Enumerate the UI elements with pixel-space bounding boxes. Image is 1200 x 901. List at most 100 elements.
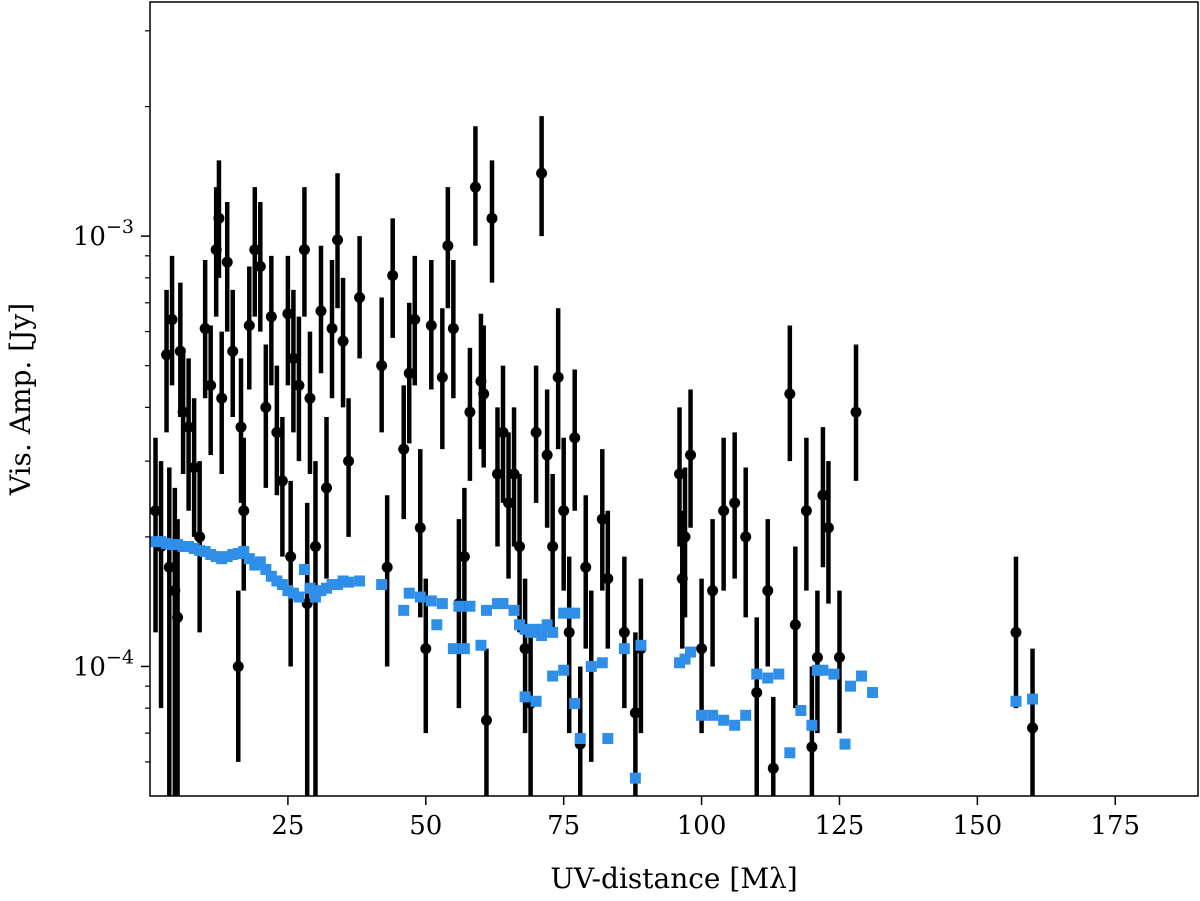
x-tick-label: 25 [271, 811, 304, 841]
data-point-blue [547, 670, 559, 682]
data-point-black [822, 522, 834, 534]
data-point-blue [817, 664, 829, 676]
data-point-blue [332, 579, 344, 591]
data-point-blue [398, 604, 410, 616]
data-point-black [376, 360, 388, 372]
data-point-blue [232, 548, 244, 560]
data-point-black [174, 345, 186, 357]
data-point-black [216, 392, 228, 404]
data-point-black [547, 541, 559, 553]
y-tick-label: 10−4 [73, 646, 134, 682]
data-point-black [563, 626, 575, 638]
data-point-black [293, 379, 305, 391]
data-point-blue [271, 575, 283, 587]
data-point-blue [1010, 695, 1022, 707]
data-point-blue [210, 551, 222, 563]
data-point-black [800, 505, 812, 517]
data-point-black [442, 240, 454, 252]
data-point-blue [354, 575, 366, 587]
data-point-blue [558, 664, 570, 676]
x-axis-label: UV-distance [Mλ] [550, 862, 797, 895]
data-point-blue [155, 536, 167, 548]
axes-layer: 25 50 75 100 125 150 175 10−4 10−3 [73, 30, 1140, 841]
data-point-blue [718, 714, 730, 726]
data-point-black [536, 167, 548, 179]
data-point-black [464, 406, 476, 418]
data-point-black [696, 643, 708, 655]
x-tick-label: 175 [1090, 811, 1140, 841]
data-point-blue [541, 619, 553, 631]
data-point-blue [188, 542, 200, 554]
data-point-blue [811, 664, 823, 676]
data-point-blue [751, 668, 763, 680]
data-point-blue [293, 591, 305, 603]
data-point-black [685, 449, 697, 461]
data-point-blue [298, 564, 310, 576]
data-point-black [707, 585, 719, 597]
data-point-black [177, 406, 189, 418]
data-point-black [166, 314, 178, 326]
data-point-blue [696, 709, 708, 721]
data-point-blue [249, 559, 261, 571]
data-point-blue [436, 598, 448, 610]
data-point-blue [458, 643, 470, 655]
data-point-black [199, 323, 211, 335]
data-point-black [161, 349, 173, 361]
data-point-black [811, 651, 823, 663]
data-point-black [1010, 626, 1022, 638]
data-point-black [243, 319, 255, 331]
data-point-black [254, 261, 266, 273]
data-point-black [751, 686, 763, 698]
data-point-black [486, 212, 498, 224]
data-point-blue [150, 536, 162, 548]
data-point-black [478, 388, 490, 400]
data-point-black [503, 497, 515, 509]
data-point-blue [480, 604, 492, 616]
data-point-black [227, 345, 239, 357]
data-point-black [232, 660, 244, 672]
data-point-blue [740, 709, 752, 721]
data-point-black [436, 371, 448, 383]
data-point-blue [376, 579, 388, 591]
data-point-black [276, 475, 288, 487]
data-point-black [150, 505, 162, 517]
data-point-black [596, 513, 608, 525]
data-point-blue [828, 668, 840, 680]
data-point-blue [265, 570, 277, 582]
data-point-black [497, 426, 509, 438]
data-point-blue [806, 719, 818, 731]
data-point-black [321, 482, 333, 494]
y-tick-label: 10−3 [73, 216, 134, 252]
data-point-black [541, 449, 553, 461]
data-point-blue [287, 587, 299, 599]
data-point-blue [558, 607, 570, 619]
data-point-black [398, 443, 410, 455]
data-point-black [784, 388, 796, 400]
data-point-blue [574, 733, 586, 745]
data-point-black [618, 626, 630, 638]
data-point-black [249, 244, 261, 256]
data-point-black [381, 561, 393, 573]
data-point-blue [674, 657, 686, 669]
data-point-blue [856, 670, 868, 682]
data-point-black [387, 270, 399, 282]
data-point-blue [464, 600, 476, 612]
data-point-blue [729, 719, 741, 731]
y-axis-label: Vis. Amp. [Jy] [4, 303, 37, 496]
data-point-black [194, 531, 206, 543]
data-point-blue [403, 587, 415, 599]
data-point-blue [425, 595, 437, 607]
data-point-black [718, 505, 730, 517]
data-point-blue [867, 686, 879, 698]
data-point-black [282, 308, 294, 320]
data-point-black [265, 311, 277, 323]
data-point-blue [839, 738, 851, 750]
data-point-blue [205, 549, 217, 561]
data-point-blue [707, 709, 719, 721]
data-point-black [298, 244, 310, 256]
data-point-blue [519, 623, 531, 635]
data-point-blue [762, 672, 774, 684]
data-point-black [210, 244, 222, 256]
data-point-blue [243, 553, 255, 565]
